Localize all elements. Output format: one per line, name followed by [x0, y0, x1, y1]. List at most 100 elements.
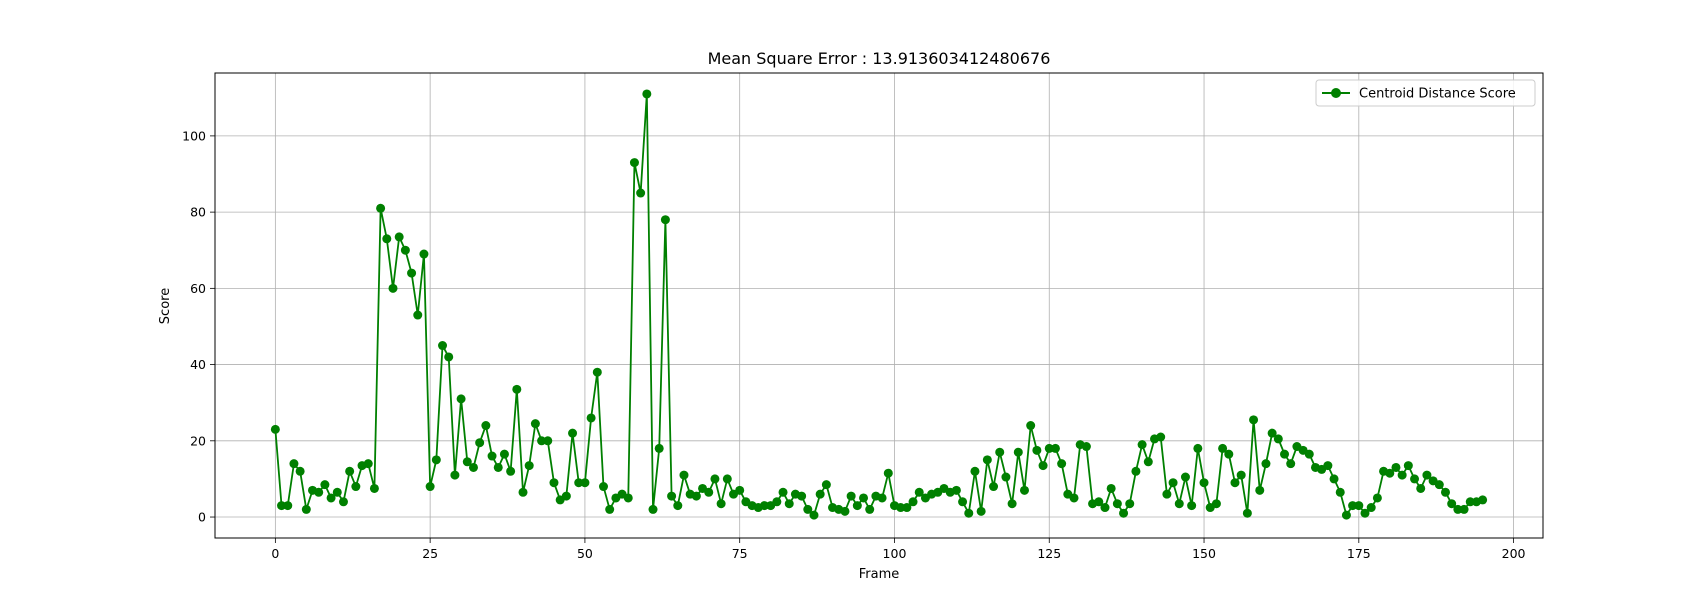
ticks: 0 25 50 75 100 125 150 175 200 0 20 40 60 80 100 — [182, 128, 1525, 561]
data-point — [277, 501, 287, 511]
data-point — [1007, 499, 1017, 509]
data-point — [518, 487, 528, 497]
y-tick-label: 20 — [190, 433, 206, 448]
data-point — [1410, 474, 1420, 484]
data-point — [382, 234, 392, 244]
data-point — [648, 504, 658, 514]
data-point — [1100, 503, 1110, 513]
data-point — [481, 421, 491, 431]
data-point — [568, 428, 578, 438]
data-point — [1360, 508, 1370, 518]
data-point — [1453, 504, 1463, 514]
y-tick-label: 100 — [182, 128, 206, 143]
data-point — [1341, 510, 1351, 520]
data-point — [667, 491, 677, 501]
x-tick-label: 50 — [577, 546, 593, 561]
y-tick-label: 0 — [198, 510, 206, 525]
y-tick-label: 40 — [190, 357, 206, 372]
y-tick-label: 80 — [190, 205, 206, 220]
data-point — [778, 487, 788, 497]
legend-label: Centroid Distance Score — [1359, 87, 1516, 102]
data-point — [444, 352, 454, 362]
series-layer — [270, 89, 1488, 520]
data-point — [580, 478, 590, 488]
data-point — [320, 480, 330, 490]
data-point — [803, 504, 813, 514]
data-point — [710, 474, 720, 484]
data-point — [1255, 485, 1265, 495]
data-point — [493, 462, 503, 472]
data-point — [1081, 442, 1091, 452]
data-point — [908, 497, 918, 507]
data-point — [512, 384, 522, 394]
data-point — [431, 455, 441, 465]
data-point — [1174, 499, 1184, 509]
data-point — [1211, 499, 1221, 509]
data-point — [784, 499, 794, 509]
data-point — [1354, 501, 1364, 511]
data-point — [1156, 432, 1166, 442]
data-point — [951, 485, 961, 495]
data-point — [574, 478, 584, 488]
data-point — [332, 487, 342, 497]
data-point — [722, 474, 732, 484]
data-point — [1273, 434, 1283, 444]
data-point — [549, 478, 559, 488]
data-point — [896, 503, 906, 513]
data-point — [1366, 503, 1376, 513]
data-point — [394, 232, 404, 242]
x-tick-label: 100 — [883, 546, 907, 561]
data-point — [338, 497, 348, 507]
data-point — [1001, 472, 1011, 482]
data-point — [1143, 457, 1153, 467]
data-point — [1372, 493, 1382, 503]
data-point — [456, 394, 466, 404]
data-point — [772, 497, 782, 507]
data-point — [846, 491, 856, 501]
data-point — [654, 443, 664, 453]
data-point — [301, 504, 311, 514]
data-point — [1137, 440, 1147, 450]
chart-title: Mean Square Error : 13.913603412480676 — [708, 49, 1051, 68]
data-point — [1038, 461, 1048, 471]
data-point — [1057, 459, 1067, 469]
x-axis-label: Frame — [859, 567, 900, 582]
data-point — [914, 487, 924, 497]
data-point — [1280, 449, 1290, 459]
data-point — [716, 499, 726, 509]
data-point — [475, 438, 485, 448]
data-point — [326, 493, 336, 503]
data-point — [1230, 478, 1240, 488]
data-point — [289, 459, 299, 469]
data-point — [1106, 483, 1116, 493]
data-point — [351, 482, 361, 492]
data-point — [679, 470, 689, 480]
data-point — [1416, 483, 1426, 493]
data-point — [1032, 445, 1042, 455]
data-point — [1391, 462, 1401, 472]
data-point — [964, 508, 974, 518]
data-point — [1094, 497, 1104, 507]
data-point — [636, 188, 646, 198]
legend-box — [1315, 79, 1536, 107]
x-tick-label: 25 — [422, 546, 438, 561]
data-point — [1422, 470, 1432, 480]
data-point — [840, 506, 850, 516]
data-point — [413, 310, 423, 320]
data-point — [982, 455, 992, 465]
data-point — [995, 447, 1005, 457]
data-point — [642, 89, 652, 99]
x-tick-label: 200 — [1502, 546, 1526, 561]
data-point — [314, 487, 324, 497]
data-point — [1335, 487, 1345, 497]
data-point — [592, 367, 602, 377]
data-point — [1119, 508, 1129, 518]
data-point — [1044, 443, 1054, 453]
data-point — [1168, 478, 1178, 488]
data-point — [1125, 499, 1135, 509]
x-tick-label: 125 — [1037, 546, 1061, 561]
x-tick-label: 150 — [1192, 546, 1216, 561]
data-point — [1440, 487, 1450, 497]
data-point — [1199, 478, 1209, 488]
data-point — [1026, 421, 1036, 431]
